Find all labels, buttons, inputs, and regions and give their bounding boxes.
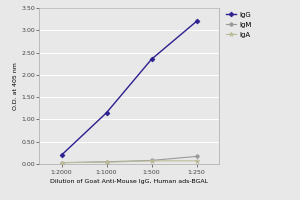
IgM xyxy=(105,161,108,163)
IgG xyxy=(195,20,198,23)
IgA xyxy=(195,160,198,162)
Legend: IgG, IgM, IgA: IgG, IgM, IgA xyxy=(226,11,252,38)
X-axis label: Dilution of Goat Anti-Mouse IgG, Human ads-BGAL: Dilution of Goat Anti-Mouse IgG, Human a… xyxy=(50,179,208,184)
IgG xyxy=(150,58,153,60)
Line: IgG: IgG xyxy=(60,20,198,157)
IgM xyxy=(150,159,153,162)
Line: IgM: IgM xyxy=(60,155,198,164)
Y-axis label: O.D. at 405 nm: O.D. at 405 nm xyxy=(13,62,18,110)
IgG xyxy=(105,112,108,114)
IgM xyxy=(195,155,198,158)
Line: IgA: IgA xyxy=(59,158,199,165)
IgA xyxy=(105,161,108,163)
IgG xyxy=(60,154,63,156)
IgA xyxy=(60,161,63,164)
IgA xyxy=(150,160,153,162)
IgM xyxy=(60,161,63,164)
